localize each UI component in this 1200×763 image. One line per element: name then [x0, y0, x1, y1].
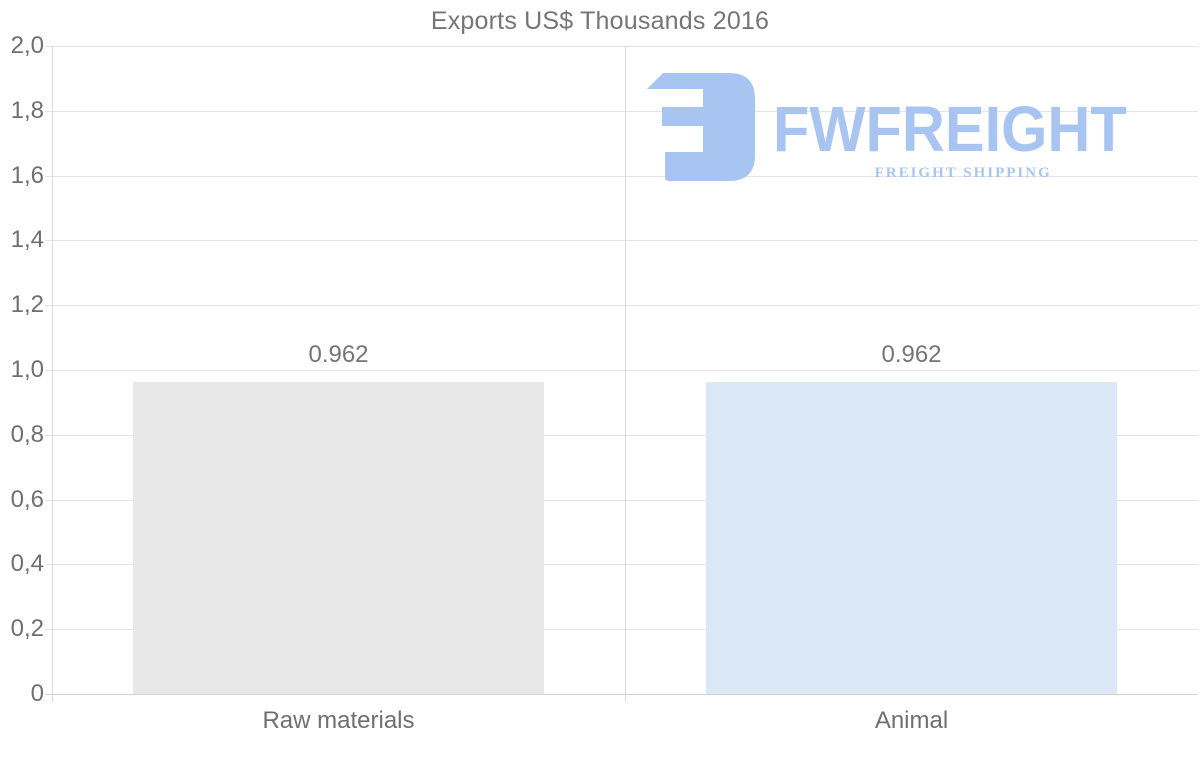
y-gridline — [45, 175, 1198, 177]
bar-animal[interactable] — [706, 382, 1117, 694]
y-axis-tick-label: 0,4 — [10, 550, 44, 578]
fwfreight-logo-icon — [647, 73, 755, 181]
y-gridline — [45, 434, 1198, 436]
y-gridline — [45, 305, 1198, 307]
chart-title: Exports US$ Thousands 2016 — [430, 7, 770, 35]
y-axis-tick-label: 2,0 — [10, 32, 44, 59]
y-axis-tick-label: 0,2 — [10, 615, 44, 643]
y-axis-tick-label: 1,8 — [10, 96, 44, 124]
y-gridline — [45, 240, 1198, 242]
y-axis-tick-label: 1,6 — [10, 161, 44, 189]
y-axis-tick-label: 0 — [30, 680, 44, 707]
y-axis-line — [52, 46, 53, 702]
bar-value-label: 0.962 — [308, 341, 369, 369]
watermark-tagline-text: FREIGHT SHIPPING — [874, 165, 1052, 181]
watermark-text-block: FWFREIGHT FREIGHT SHIPPING — [773, 93, 1153, 182]
x-axis-category-label: Animal — [874, 707, 949, 734]
y-gridline — [45, 629, 1198, 631]
y-axis-tick-label: 1,4 — [10, 226, 44, 254]
y-axis-tick-label: 0,8 — [10, 420, 44, 448]
y-axis-tick-label: 0,6 — [10, 485, 44, 513]
y-gridline — [45, 499, 1198, 501]
y-gridline — [45, 370, 1198, 371]
x-axis-line — [45, 694, 1198, 695]
y-gridline — [45, 110, 1198, 112]
bar-value-label: 0.962 — [881, 341, 942, 369]
bar-raw-materials[interactable] — [133, 382, 544, 694]
y-axis-tick-label: 1,0 — [10, 356, 44, 383]
y-gridline — [45, 564, 1198, 566]
watermark-brand-text: FWFREIGHT — [773, 93, 1127, 165]
y-axis-tick-label: 1,2 — [10, 291, 44, 319]
x-axis-category-label: Raw materials — [262, 707, 415, 734]
y-gridline — [45, 46, 1198, 47]
category-divider-line — [625, 46, 626, 702]
brand-watermark: FWFREIGHT FREIGHT SHIPPING — [647, 73, 1153, 182]
